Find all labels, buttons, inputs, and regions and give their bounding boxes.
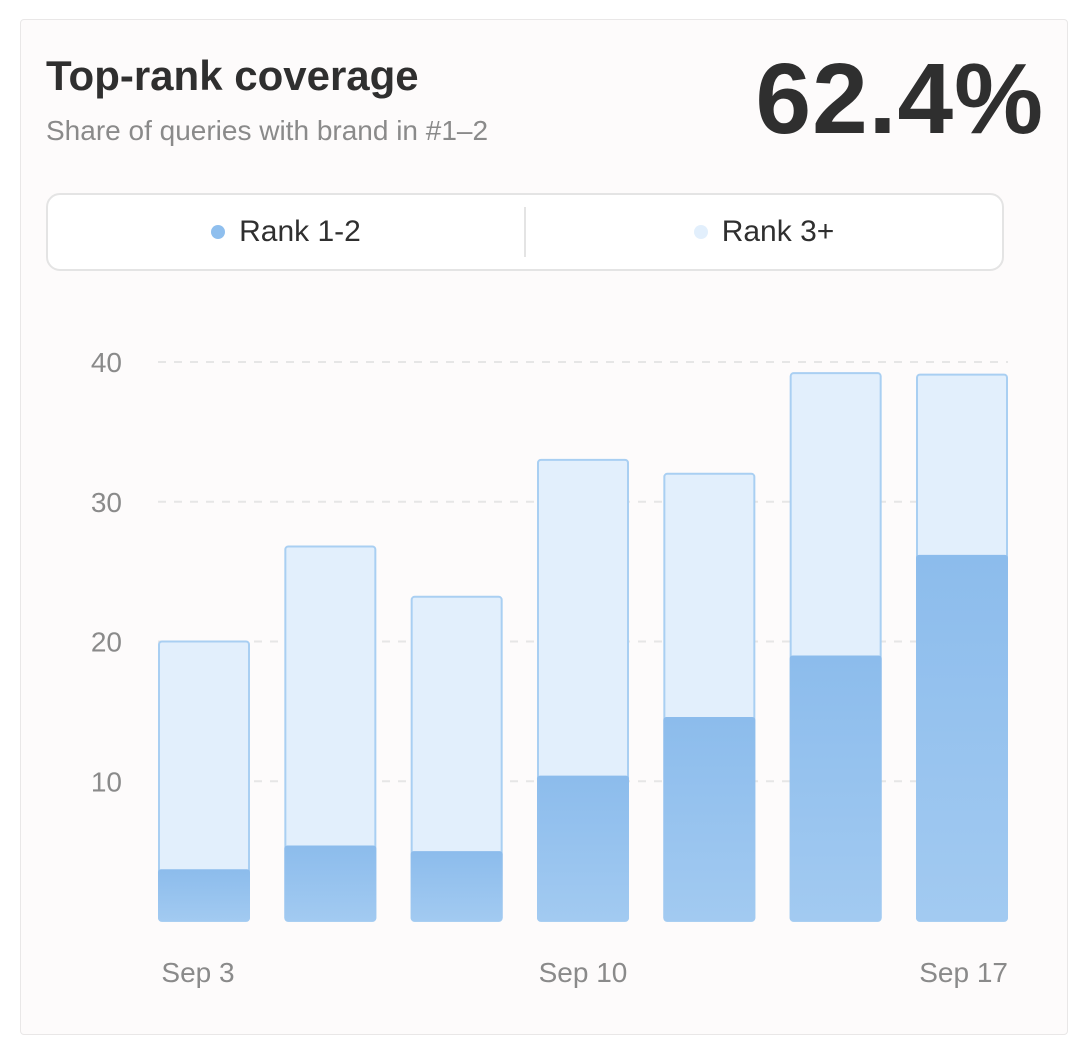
card-title: Top-rank coverage	[46, 52, 419, 99]
bar-rank-1-2-1	[158, 869, 250, 921]
legend-divider	[524, 207, 526, 257]
legend-item-rank-1-2[interactable]: Rank 1-2	[48, 195, 524, 269]
bar-rank-1-2-5	[663, 716, 756, 921]
y-tick-label-40: 40	[91, 347, 122, 378]
legend-swatch-rank-1-2	[211, 225, 226, 239]
y-tick-label-30: 30	[91, 487, 122, 518]
x-tick-label-2: Sep 10	[539, 957, 628, 988]
legend-swatch-rank-3-plus	[693, 225, 708, 239]
y-tick-label-20: 20	[91, 627, 122, 658]
x-tick-label-3: Sep 17	[919, 957, 1008, 988]
coverage-metric: 62.4%	[755, 43, 1044, 155]
legend-label-rank-3-plus: Rank 3+	[721, 215, 835, 248]
legend-label-rank-1-2: Rank 1-2	[239, 215, 361, 248]
bar-rank-1-2-6	[789, 655, 882, 921]
card-subtitle: Share of queries with brand in #1–2	[46, 115, 489, 146]
bar-rank-1-2-3	[410, 851, 503, 921]
legend: Rank 1-2 Rank 3+	[46, 193, 1004, 271]
x-tick-label-1: Sep 3	[161, 957, 234, 988]
bar-rank-1-2-4	[537, 775, 629, 921]
bar-rank-1-2-2	[284, 845, 377, 921]
legend-item-rank-3-plus[interactable]: Rank 3+	[526, 195, 1002, 269]
bar-rank-1-2-7	[916, 554, 1008, 921]
y-tick-label-10: 10	[91, 766, 122, 797]
